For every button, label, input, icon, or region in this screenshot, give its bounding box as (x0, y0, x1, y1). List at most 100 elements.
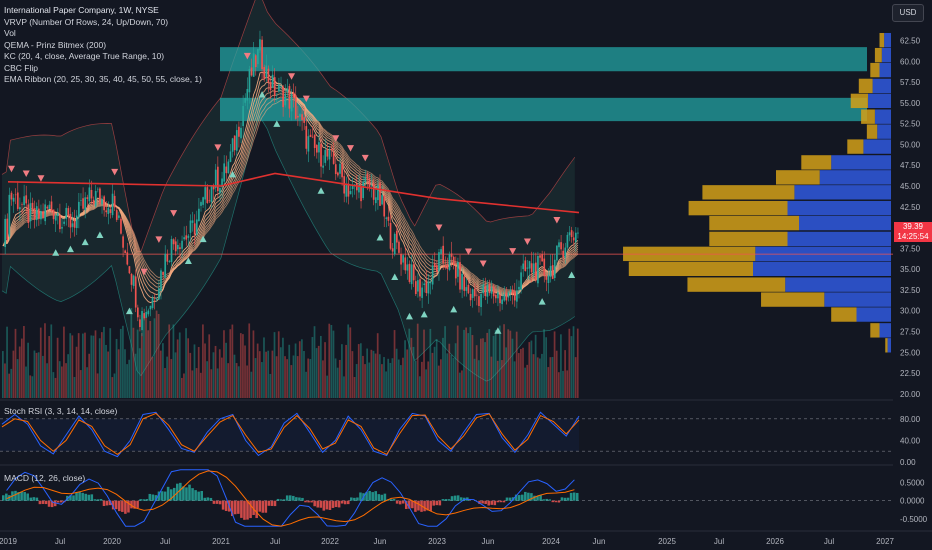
price-tick-label: 60.00 (900, 57, 921, 66)
volume-bar (343, 376, 345, 398)
price-tick-label: 55.00 (900, 99, 921, 108)
volume-bar (450, 354, 453, 398)
candle-body (99, 188, 101, 204)
macd-histogram-bar (221, 500, 225, 510)
candle-body (179, 247, 181, 249)
candle-body (572, 237, 575, 241)
cbc-up-marker (199, 235, 207, 243)
macd-histogram-bar (163, 491, 167, 501)
macd-histogram-bar (533, 495, 536, 501)
volume-bar (256, 343, 259, 398)
candle-body (227, 161, 230, 174)
candle-body (113, 195, 116, 208)
price-tick-label: 20.00 (900, 390, 921, 399)
chart-title: International Paper Company, 1W, NYSE (4, 5, 159, 15)
vrvp-up-row (702, 185, 795, 200)
macd-histogram-bar (38, 500, 42, 505)
macd-label[interactable]: MACD (12, 26, close) (4, 473, 86, 483)
volume-bar (282, 337, 284, 398)
legend-ema-ribbon[interactable]: EMA Ribbon (20, 25, 30, 35, 40, 45, 50, … (4, 74, 202, 84)
macd-histogram-bar (356, 497, 359, 501)
candle-body (78, 201, 80, 218)
legend-cbc[interactable]: CBC Flip (4, 62, 39, 73)
vrvp-up-row (885, 338, 888, 353)
vrvp-up-row (874, 47, 882, 63)
macd-histogram-bar (292, 495, 295, 501)
volume-bar (271, 350, 274, 398)
legend-qema[interactable]: QEMA - Prinz Bitmex (200) (4, 39, 107, 50)
candle-body (147, 310, 150, 315)
volume-bar (157, 313, 160, 398)
volume-bar (138, 348, 141, 398)
candle-body (425, 280, 428, 293)
macd-histogram-bar (102, 500, 106, 507)
volume-bar (305, 371, 307, 398)
candle-body (494, 294, 497, 299)
bar-countdown: 14:25:54 (897, 232, 929, 241)
candle-body (82, 198, 84, 209)
candle-body (358, 184, 360, 193)
macd-histogram-bar (108, 500, 112, 506)
candle-body (19, 207, 21, 210)
candle-body (46, 206, 49, 209)
candle-body (105, 210, 108, 213)
candle-body (452, 256, 455, 266)
macd-pane: 0.5000 0.0000 -0.5000 (0, 469, 928, 527)
cbc-flip-signals (7, 52, 576, 334)
legend-vrvp[interactable]: VRVP (Number Of Rows, 24, Up/Down, 70) (4, 16, 169, 27)
volume-bar (246, 365, 248, 398)
candle-body (107, 207, 110, 215)
candle-body (457, 262, 459, 277)
legend-kc[interactable]: KC (20, 4, close, Average True Range, 10… (4, 51, 165, 61)
candle-body (551, 265, 554, 279)
volume-bar (353, 376, 356, 398)
candle-body (387, 216, 390, 221)
candle-body (160, 270, 162, 291)
stoch-tick-label: 0.00 (900, 458, 916, 467)
candle-body (126, 252, 129, 265)
macd-histogram-bar (545, 498, 548, 501)
candle-body (532, 263, 535, 274)
vrvp-down-row (879, 62, 891, 78)
vrvp-down-row (753, 261, 891, 277)
cbc-down-marker (243, 52, 251, 60)
volume-bar (290, 365, 293, 398)
volume-bar (239, 333, 242, 398)
macd-histogram-bar (365, 492, 368, 501)
legend-vol[interactable]: Vol (4, 28, 16, 38)
candle-body (217, 166, 219, 192)
candle-body (225, 166, 228, 174)
volume-bar (86, 367, 88, 398)
macd-histogram-bar (69, 495, 72, 501)
candle-body (364, 177, 367, 183)
volume-bar (162, 343, 164, 398)
macd-histogram-bar (194, 490, 197, 501)
volume-bar (400, 365, 402, 398)
macd-histogram-bar (53, 500, 57, 507)
macd-histogram-bar (224, 500, 228, 511)
volume-bar (88, 353, 91, 398)
macd-histogram-bar (20, 491, 23, 501)
volume-bar (372, 350, 375, 398)
macd-histogram-bar (203, 497, 207, 501)
candle-body (242, 105, 244, 127)
candle-body (330, 149, 333, 151)
candle-body (484, 286, 487, 297)
volume-bar (151, 356, 154, 398)
candle-body (516, 290, 518, 302)
candle-body (27, 204, 30, 223)
candle-body (124, 250, 127, 254)
macd-histogram-bar (432, 500, 436, 506)
macd-histogram-bar (542, 499, 545, 501)
macd-histogram-bar (563, 497, 567, 501)
stoch-rsi-label[interactable]: Stoch RSI (3, 3, 14, 14, close) (4, 406, 118, 416)
currency-button[interactable]: USD (892, 4, 924, 22)
vrvp-up-row (858, 78, 873, 94)
candle-body (438, 252, 440, 272)
candle-body (299, 114, 301, 117)
volume-bar (562, 370, 564, 398)
volume-bar (541, 353, 543, 398)
stoch-d-line (1, 412, 580, 456)
volume-bar (395, 348, 398, 398)
